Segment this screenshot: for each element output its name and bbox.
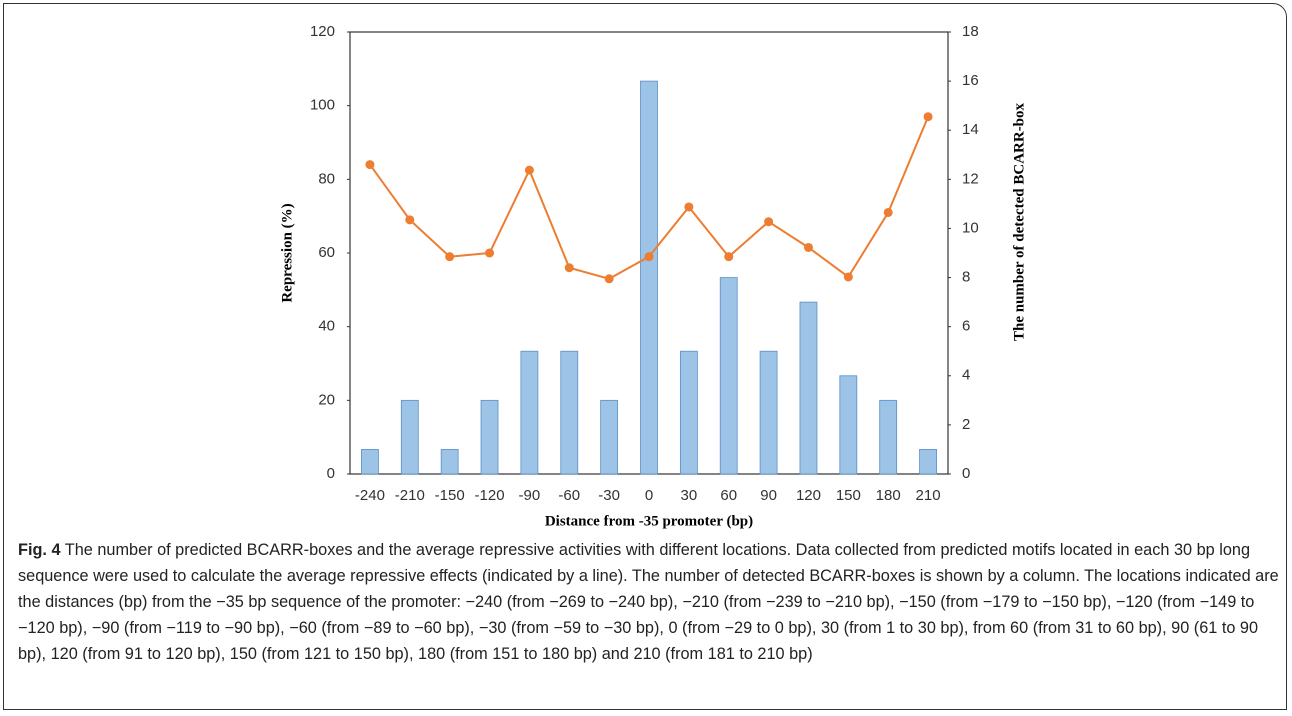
- x-tick-label: -240: [355, 487, 385, 504]
- x-tick-label: 30: [681, 487, 698, 504]
- line-point: [764, 217, 774, 227]
- x-tick-label: 120: [796, 487, 821, 504]
- bar: [759, 350, 778, 475]
- bar: [839, 375, 858, 475]
- line-point: [445, 252, 455, 262]
- line-point: [564, 263, 574, 273]
- x-tick-label: -150: [435, 487, 465, 504]
- x-tick-label: 150: [836, 487, 861, 504]
- bar: [440, 449, 459, 475]
- line-point: [883, 207, 893, 217]
- y2-tick-label: 12: [962, 170, 979, 187]
- y2-tick-label: 14: [962, 121, 979, 138]
- y2-tick-label: 6: [962, 318, 970, 335]
- chart: Repression (%) The number of detected BC…: [279, 23, 1027, 529]
- line-point: [644, 252, 654, 262]
- y-tick-label: 80: [318, 170, 335, 187]
- figure-frame: [3, 3, 1287, 710]
- y2-tick-label: 8: [962, 269, 970, 286]
- line-point: [684, 202, 694, 212]
- x-tick-label: -60: [558, 487, 580, 504]
- x-tick-label: -120: [475, 487, 505, 504]
- x-axis-title: Distance from -35 promoter (bp): [545, 513, 753, 529]
- x-tick-label: -210: [395, 487, 425, 504]
- bar: [719, 277, 738, 475]
- line-point: [405, 215, 415, 225]
- line-point: [923, 112, 933, 122]
- y-tick-label: 60: [318, 244, 335, 261]
- x-tick-label: 60: [720, 487, 737, 504]
- bar: [919, 449, 937, 475]
- y2-tick-label: 18: [962, 23, 979, 40]
- y-tick-label: 100: [310, 97, 335, 114]
- bar: [520, 350, 539, 475]
- bar: [879, 399, 898, 475]
- x-tick-label: 90: [760, 487, 777, 504]
- bar: [400, 399, 419, 475]
- y-tick-label: 120: [310, 23, 335, 40]
- caption-text: The number of predicted BCARR-boxes and …: [18, 541, 1279, 663]
- line-point: [485, 248, 495, 258]
- caption: Fig. 4 The number of predicted BCARR-box…: [18, 537, 1280, 667]
- y2-tick-label: 16: [962, 72, 979, 89]
- bar: [480, 399, 499, 475]
- y-tick-label: 20: [318, 391, 335, 408]
- line-point: [365, 160, 375, 170]
- bar: [560, 350, 579, 475]
- x-tick-label: 180: [876, 487, 901, 504]
- bar: [679, 350, 698, 475]
- line-point: [803, 242, 813, 252]
- caption-label: Fig. 4: [18, 541, 61, 559]
- y-tick-label: 0: [327, 465, 335, 482]
- line-point: [604, 274, 614, 284]
- x-tick-label: -30: [598, 487, 620, 504]
- line-point: [724, 252, 734, 262]
- line-point: [524, 165, 534, 175]
- line-point: [843, 272, 853, 282]
- x-tick-label: 210: [916, 487, 941, 504]
- y2-tick-label: 10: [962, 219, 979, 236]
- bar: [640, 80, 658, 475]
- bar: [600, 399, 619, 475]
- y2-tick-label: 0: [962, 465, 970, 482]
- x-tick-label: -90: [519, 487, 541, 504]
- x-tick-label: 0: [645, 487, 653, 504]
- y2-axis-title: The number of detected BCARR-box: [1011, 102, 1027, 341]
- y-axis-title: Repression (%): [279, 203, 295, 302]
- y2-tick-label: 2: [962, 416, 970, 433]
- y-tick-label: 40: [318, 318, 335, 335]
- y2-tick-label: 4: [962, 367, 970, 384]
- bar: [799, 301, 818, 475]
- bar: [361, 449, 379, 475]
